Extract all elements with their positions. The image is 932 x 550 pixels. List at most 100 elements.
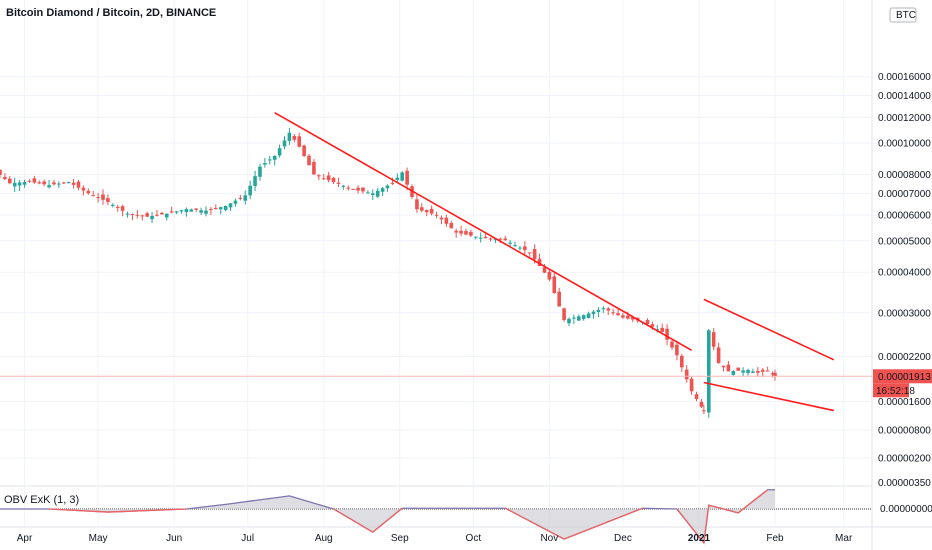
candle-body — [670, 341, 674, 348]
candle-body — [218, 207, 223, 210]
trendline — [703, 381, 835, 412]
candle-body — [81, 187, 86, 191]
candle-body — [716, 347, 721, 364]
candle-body — [498, 238, 503, 240]
candle-body — [106, 198, 110, 203]
candle-body — [209, 208, 213, 210]
candle-body — [8, 178, 12, 184]
price-tick-label: 0.00016000 — [878, 72, 931, 83]
candle-body — [91, 195, 95, 197]
candle-body — [572, 317, 576, 319]
price-tick-label: 0.00006000 — [878, 211, 931, 222]
candle-body — [665, 328, 669, 340]
obv-negative-segment — [737, 489, 769, 514]
candle-body — [282, 140, 287, 147]
candle-body — [140, 215, 145, 217]
candle-body — [675, 344, 679, 356]
obv-negative-segment — [49, 508, 108, 513]
candle-body — [576, 316, 581, 321]
candle-body — [702, 410, 706, 412]
time-tick-label: Oct — [466, 533, 482, 544]
candle-body — [263, 163, 267, 165]
obv-tick-label: 0.00000000 — [880, 504, 932, 515]
candle-body — [297, 136, 302, 147]
candle-body — [765, 370, 770, 372]
candle-body — [562, 308, 566, 321]
candle-body — [61, 182, 66, 184]
candle-body — [179, 210, 184, 212]
candle-body — [699, 401, 704, 407]
price-tick-label: 0.00002200 — [878, 352, 931, 363]
candle-series[interactable] — [0, 127, 777, 418]
candle-body — [336, 182, 341, 184]
candle-body — [616, 313, 620, 316]
candle-body — [370, 193, 375, 196]
candle-body — [96, 197, 100, 199]
candle-body — [160, 212, 164, 215]
candle-body — [115, 206, 120, 208]
candle-body — [86, 190, 91, 194]
obv-negative-segment — [504, 507, 565, 540]
candle-body — [292, 135, 297, 140]
candle-body — [267, 159, 272, 161]
candle-body — [351, 188, 355, 190]
candle-body — [326, 175, 331, 181]
candle-body — [0, 169, 2, 175]
candle-body — [321, 178, 326, 180]
candle-body — [706, 330, 711, 413]
candle-body — [567, 318, 571, 324]
candle-body — [532, 249, 537, 260]
candle-body — [130, 214, 135, 216]
candle-body — [542, 267, 547, 273]
candle-body — [238, 197, 243, 199]
countdown-badge — [873, 383, 909, 398]
candle-body — [135, 214, 140, 216]
candle-body — [721, 365, 726, 368]
time-tick-label: 2021 — [688, 533, 711, 544]
price-tick-label: 0.00005000 — [878, 236, 931, 247]
candle-body — [606, 308, 611, 311]
candle-body — [145, 213, 149, 217]
obv-negative-segment — [107, 508, 187, 513]
candle-body — [66, 182, 71, 184]
candle-body — [488, 238, 493, 240]
time-tick-label: Feb — [766, 533, 784, 544]
candle-body — [405, 170, 409, 185]
candle-body — [645, 319, 650, 325]
price-tick-label: 0.00004000 — [878, 268, 931, 279]
candle-body — [71, 182, 76, 185]
candle-body — [317, 175, 321, 177]
candle-body — [272, 155, 277, 160]
candle-body — [331, 177, 336, 183]
trendlines[interactable] — [0, 111, 872, 412]
candle-body — [518, 247, 522, 249]
candle-body — [164, 213, 169, 218]
trendline — [274, 111, 693, 351]
price-tick-label: 0.00003000 — [878, 308, 931, 319]
candle-body — [586, 313, 591, 318]
candle-body — [390, 182, 395, 184]
candle-body — [493, 239, 498, 241]
time-axis[interactable]: Apr May Jun Jul Aug Sep Oct Nov Dec 2021 Feb Mar — [17, 533, 853, 544]
price-unit: BTC — [896, 10, 916, 21]
candle-body — [601, 308, 606, 310]
candle-body — [746, 370, 750, 374]
candle-body — [469, 231, 473, 236]
candle-body — [626, 315, 630, 319]
price-axis[interactable]: 0.00016000 0.00014000 0.00012000 0.00010000… — [878, 7, 932, 515]
time-tick-label: Jun — [166, 533, 182, 544]
candle-body — [680, 355, 684, 368]
candle-body — [361, 187, 365, 192]
candle-body — [454, 230, 458, 233]
chart-title: Bitcoin Diamond / Bitcoin, 2D, BINANCE — [6, 7, 217, 19]
obv-negative-segment — [676, 508, 705, 544]
time-tick-label: Aug — [315, 533, 333, 544]
candle-body — [650, 324, 655, 327]
candle-body — [611, 312, 615, 314]
price-tick-label: 0.00012000 — [878, 113, 931, 124]
candle-body — [111, 204, 115, 206]
price-tick-label: 0.00000800 — [878, 426, 931, 437]
time-tick-label: Dec — [614, 533, 632, 544]
